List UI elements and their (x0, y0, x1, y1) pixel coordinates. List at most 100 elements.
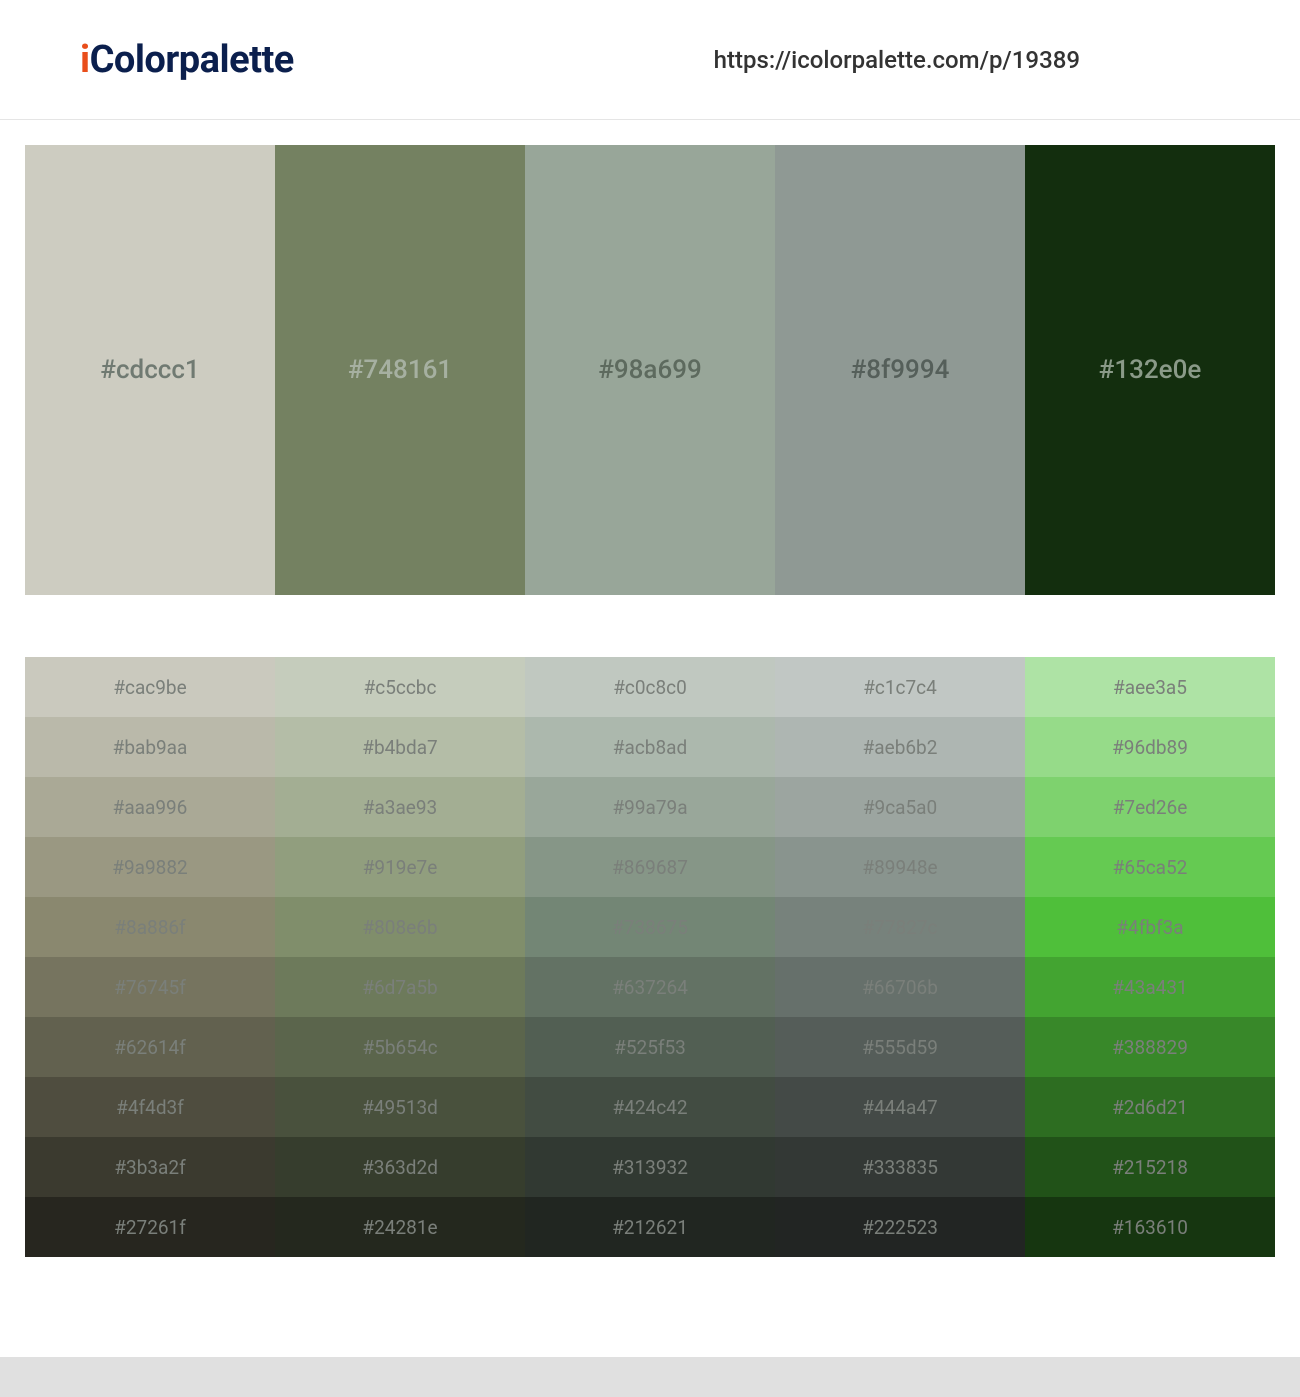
shade-cell[interactable]: #24281e (275, 1197, 525, 1257)
shade-cell[interactable]: #65ca52 (1025, 837, 1275, 897)
shade-cell-hex: #333835 (862, 1156, 938, 1179)
shade-cell-hex: #9ca5a0 (863, 796, 937, 819)
shade-cell-hex: #bab9aa (113, 736, 188, 759)
shade-cell[interactable]: #808e6b (275, 897, 525, 957)
shade-cell-hex: #99a79a (612, 796, 687, 819)
shade-cell[interactable]: #363d2d (275, 1137, 525, 1197)
shade-cell[interactable]: #acb8ad (525, 717, 775, 777)
shade-cell[interactable]: #4fbf3a (1025, 897, 1275, 957)
shade-cell-hex: #5b654c (362, 1036, 437, 1059)
main-swatch-hex: #132e0e (1099, 355, 1202, 385)
shade-column: #c1c7c4 #aeb6b2 #9ca5a0 #89948e #77827c#6670… (775, 657, 1025, 1257)
shade-cell-hex: #a3ae93 (363, 796, 437, 819)
shade-cell-hex: #27261f (114, 1216, 186, 1239)
shade-cell[interactable]: #43a431 (1025, 957, 1275, 1017)
shade-cell[interactable]: #c0c8c0 (525, 657, 775, 717)
shade-cell-hex: #6d7a5b (362, 976, 437, 999)
shade-cell[interactable]: #c5ccbc (275, 657, 525, 717)
main-swatch-hex: #cdccc1 (100, 355, 199, 385)
logo-rest: Colorpalette (90, 38, 294, 82)
shade-cell[interactable]: #313932 (525, 1137, 775, 1197)
shade-cell[interactable]: #aaa996 (25, 777, 275, 837)
shade-cell-hex: #2d6d21 (1112, 1096, 1188, 1119)
shade-cell[interactable]: #bab9aa (25, 717, 275, 777)
shade-cell-hex: #313932 (612, 1156, 688, 1179)
shade-cell-hex: #aeb6b2 (863, 736, 938, 759)
shade-cell[interactable]: #99a79a (525, 777, 775, 837)
shade-cell[interactable]: #9a9882 (25, 837, 275, 897)
shade-cell[interactable]: #222523 (775, 1197, 1025, 1257)
shade-cell[interactable]: #738675 (525, 897, 775, 957)
shade-cell[interactable]: #c1c7c4 (775, 657, 1025, 717)
shade-cell-hex: #62614f (114, 1036, 186, 1059)
shade-column: #c5ccbc #b4bda7 #a3ae93 #919e7e #808e6b #6d7a… (275, 657, 525, 1257)
shade-cell[interactable]: #919e7e (275, 837, 525, 897)
shade-cell-hex: #215218 (1112, 1156, 1188, 1179)
shade-cell-hex: #c5ccbc (364, 676, 437, 699)
shade-cell[interactable]: #4f4d3f (25, 1077, 275, 1137)
shade-cell[interactable]: #a3ae93 (275, 777, 525, 837)
shade-cell-hex: #869687 (612, 856, 688, 879)
shade-cell[interactable]: #333835 (775, 1137, 1025, 1197)
shade-cell[interactable]: #b4bda7 (275, 717, 525, 777)
main-swatch[interactable]: #132e0e (1025, 145, 1275, 595)
shade-cell[interactable]: #aeb6b2 (775, 717, 1025, 777)
shade-cell-hex: #637264 (612, 976, 688, 999)
shade-cell-hex: #8a886f (114, 916, 185, 939)
main-swatch-hex: #748161 (348, 355, 452, 385)
shades-grid: #cac9be #bab9aa #aaa996 #9a9882 #8a886f #7674… (25, 657, 1275, 1257)
shade-cell[interactable]: #aee3a5 (1025, 657, 1275, 717)
footer-strip (0, 1357, 1300, 1397)
shade-cell[interactable]: #cac9be (25, 657, 275, 717)
shade-cell[interactable]: #76745f (25, 957, 275, 1017)
shade-cell[interactable]: #212621 (525, 1197, 775, 1257)
shade-cell[interactable]: #2d6d21 (1025, 1077, 1275, 1137)
shade-cell[interactable]: #388829 (1025, 1017, 1275, 1077)
shade-column: #cac9be #bab9aa #aaa996 #9a9882 #8a886f #7674… (25, 657, 275, 1257)
shade-cell[interactable]: #6d7a5b (275, 957, 525, 1017)
shade-cell[interactable]: #525f53 (525, 1017, 775, 1077)
shade-cell[interactable]: #62614f (25, 1017, 275, 1077)
shade-cell[interactable]: #215218 (1025, 1137, 1275, 1197)
main-swatch[interactable]: #98a699 (525, 145, 775, 595)
shade-cell[interactable]: #27261f (25, 1197, 275, 1257)
shade-cell[interactable]: #49513d (275, 1077, 525, 1137)
shade-cell[interactable]: #5b654c (275, 1017, 525, 1077)
shade-cell[interactable]: #89948e (775, 837, 1025, 897)
shade-cell-hex: #b4bda7 (362, 736, 437, 759)
shade-cell[interactable]: #869687 (525, 837, 775, 897)
shade-cell-hex: #89948e (862, 856, 937, 879)
main-swatch[interactable]: #8f9994 (775, 145, 1025, 595)
palette-canvas: #cdccc1 #748161 #98a699#8f9994 #132e0e #cac… (0, 120, 1300, 1357)
main-swatch[interactable]: #748161 (275, 145, 525, 595)
shade-cell[interactable]: #77827c (775, 897, 1025, 957)
shade-cell[interactable]: #163610 (1025, 1197, 1275, 1257)
shade-cell-hex: #24281e (362, 1216, 437, 1239)
shade-cell-hex: #919e7e (363, 856, 438, 879)
shade-cell-hex: #388829 (1112, 1036, 1188, 1059)
shade-cell-hex: #4f4d3f (116, 1096, 184, 1119)
shade-cell-hex: #49513d (362, 1096, 438, 1119)
shade-cell[interactable]: #8a886f (25, 897, 275, 957)
shade-cell-hex: #c0c8c0 (613, 676, 687, 699)
shade-cell[interactable]: #637264 (525, 957, 775, 1017)
shade-cell[interactable]: #424c42 (525, 1077, 775, 1137)
shade-cell[interactable]: #96db89 (1025, 717, 1275, 777)
shade-cell-hex: #aee3a5 (1113, 676, 1187, 699)
shade-cell-hex: #aaa996 (113, 796, 188, 819)
source-url: https://icolorpalette.com/p/19389 (714, 46, 1080, 74)
shade-cell-hex: #43a431 (1112, 976, 1187, 999)
shade-cell[interactable]: #7ed26e (1025, 777, 1275, 837)
shade-cell[interactable]: #9ca5a0 (775, 777, 1025, 837)
shade-cell[interactable]: #444a47 (775, 1077, 1025, 1137)
shade-cell[interactable]: #555d59 (775, 1017, 1025, 1077)
shade-cell[interactable]: #3b3a2f (25, 1137, 275, 1197)
main-swatch[interactable]: #cdccc1 (25, 145, 275, 595)
shade-cell[interactable]: #66706b (775, 957, 1025, 1017)
shade-cell-hex: #212621 (612, 1216, 688, 1239)
shade-cell-hex: #7ed26e (1113, 796, 1188, 819)
shade-cell-hex: #738675 (612, 916, 688, 939)
main-palette: #cdccc1 #748161 #98a699#8f9994 #132e0e (25, 145, 1275, 595)
shade-column: #c0c8c0 #acb8ad #99a79a #869687 #738675 #6372… (525, 657, 775, 1257)
shade-cell-hex: #cac9be (113, 676, 186, 699)
